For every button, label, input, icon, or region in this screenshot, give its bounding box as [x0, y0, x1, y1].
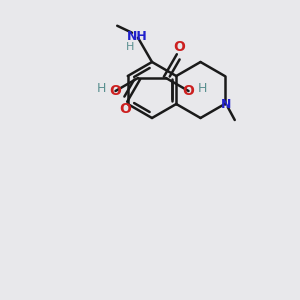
Text: H: H — [97, 82, 106, 94]
Text: O: O — [173, 40, 185, 55]
Text: NH: NH — [127, 30, 147, 43]
Text: N: N — [220, 98, 231, 110]
Text: O: O — [110, 84, 122, 98]
Text: H: H — [198, 82, 207, 94]
Text: O: O — [119, 101, 131, 116]
Text: H: H — [126, 42, 134, 52]
Text: O: O — [183, 84, 194, 98]
